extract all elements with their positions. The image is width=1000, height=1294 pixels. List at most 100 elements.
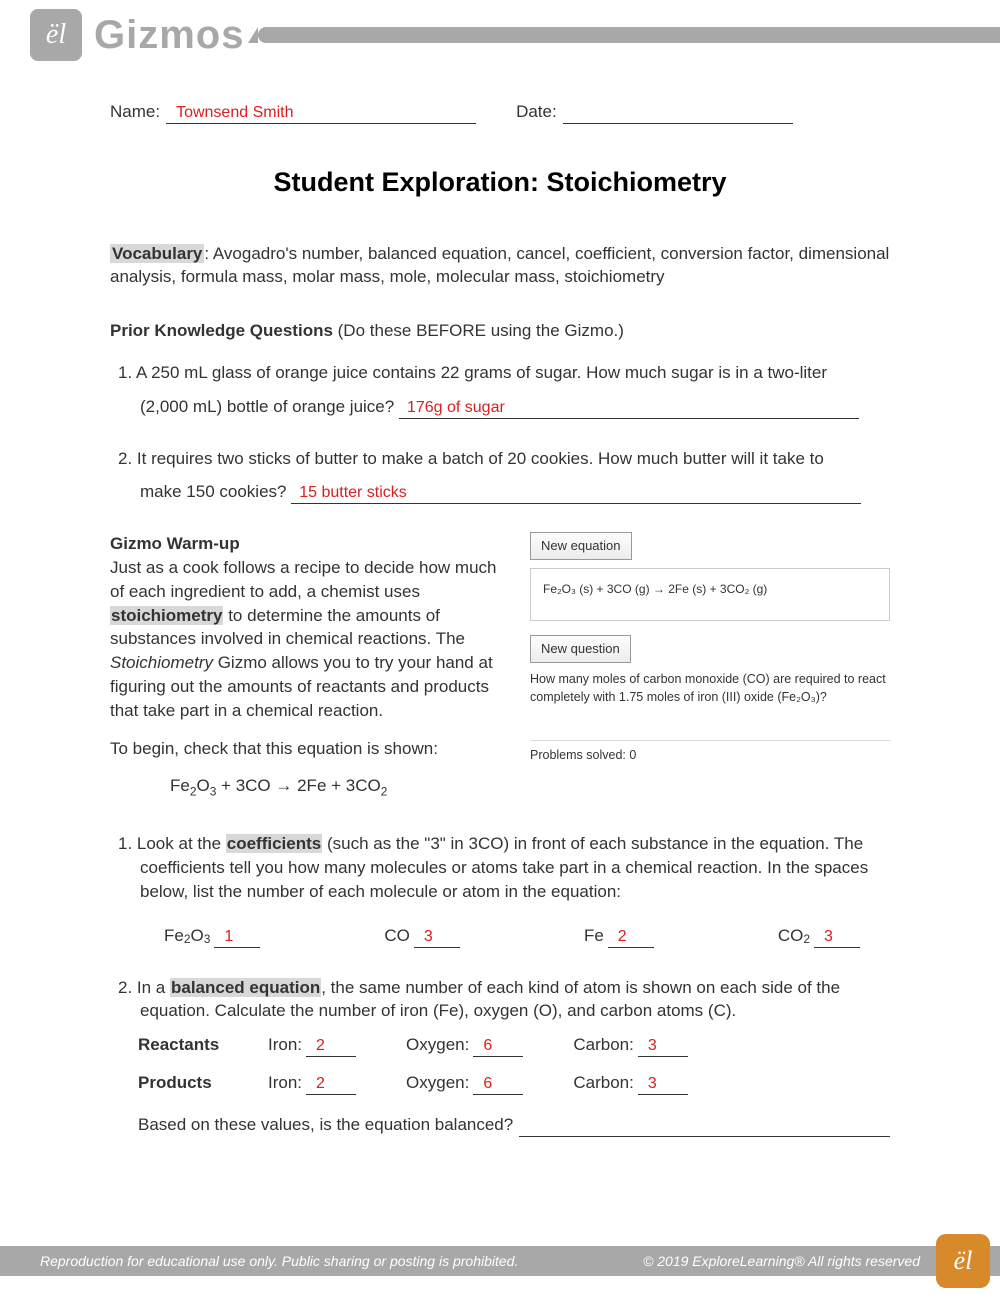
carbon-label: Carbon: xyxy=(573,1033,633,1057)
header-rule xyxy=(258,27,1000,43)
iron-label-2: Iron: xyxy=(268,1071,302,1095)
prior-knowledge-header: Prior Knowledge Questions (Do these BEFO… xyxy=(110,319,890,343)
vocab-label: Vocabulary xyxy=(110,244,204,263)
products-iron: Iron: 2 xyxy=(268,1071,356,1095)
oxygen-label: Oxygen: xyxy=(406,1033,469,1057)
q1-line2: (2,000 mL) bottle of orange juice? 176g … xyxy=(114,395,890,419)
products-oxygen-line[interactable]: 6 xyxy=(473,1075,523,1095)
footer-right: © 2019 ExploreLearning® All rights reser… xyxy=(643,1253,920,1269)
iron-label: Iron: xyxy=(268,1033,302,1057)
footer-left: Reproduction for educational use only. P… xyxy=(40,1253,518,1269)
warmup-italic: Stoichiometry xyxy=(110,653,213,672)
warmup-section: Gizmo Warm-up Just as a cook follows a r… xyxy=(110,532,890,814)
q2-answer: 15 butter sticks xyxy=(299,482,407,504)
header-bar: ël Gizmos xyxy=(0,0,1000,70)
warmup-q1: 1. Look at the coefficients (such as the… xyxy=(110,832,890,947)
date-label: Date: xyxy=(516,100,557,124)
products-oxygen: Oxygen: 6 xyxy=(406,1071,523,1095)
question-1: 1. A 250 mL glass of orange juice contai… xyxy=(110,361,890,419)
question-2: 2. It requires two sticks of butter to m… xyxy=(110,447,890,505)
brand-name: Gizmos xyxy=(94,13,244,58)
reactants-iron-val: 2 xyxy=(316,1035,325,1057)
warmup-q2: 2. In a balanced equation, the same numb… xyxy=(110,976,890,1137)
coeff-fe: Fe2 xyxy=(584,924,654,948)
balanced-question: Based on these values, is the equation b… xyxy=(114,1113,890,1137)
gizmo-panel: New equation Fe₂O₃ (s) + 3CO (g) → 2Fe (… xyxy=(530,532,890,814)
q2-prefix: make 150 cookies? xyxy=(140,482,291,501)
coeff-fe2o3-line[interactable]: 1 xyxy=(214,928,260,948)
products-oxygen-val: 6 xyxy=(483,1073,492,1095)
reactants-iron-line[interactable]: 2 xyxy=(306,1037,356,1057)
coeff-fe-line[interactable]: 2 xyxy=(608,928,654,948)
date-input-line[interactable] xyxy=(563,104,793,124)
wq1-a: 1. Look at the xyxy=(118,834,226,853)
coeff-co: CO3 xyxy=(384,924,460,948)
q1-line1: 1. A 250 mL glass of orange juice contai… xyxy=(114,361,890,385)
products-iron-val: 2 xyxy=(316,1073,325,1095)
warmup-equation: Fe2O3 + 3CO → 2Fe + 3CO2 xyxy=(110,774,510,800)
products-carbon-line[interactable]: 3 xyxy=(638,1075,688,1095)
warmup-p2: To begin, check that this equation is sh… xyxy=(110,737,510,761)
reactants-oxygen: Oxygen: 6 xyxy=(406,1033,523,1057)
panel-question-text: How many moles of carbon monoxide (CO) a… xyxy=(530,671,890,706)
reactants-oxygen-val: 6 xyxy=(483,1035,492,1057)
name-input-line[interactable]: Townsend Smith xyxy=(166,104,476,124)
new-question-button[interactable]: New question xyxy=(530,635,631,663)
prior-suffix: (Do these BEFORE using the Gizmo.) xyxy=(333,321,624,340)
wq2-hl: balanced equation xyxy=(170,978,321,997)
coeff-co2-line[interactable]: 3 xyxy=(814,928,860,948)
footer-logo-icon: ël xyxy=(936,1234,990,1288)
vocab-text: : Avogadro's number, balanced equation, … xyxy=(110,244,889,287)
footer-bar: Reproduction for educational use only. P… xyxy=(0,1246,1000,1276)
wq1-hl: coefficients xyxy=(226,834,322,853)
products-iron-line[interactable]: 2 xyxy=(306,1075,356,1095)
q1-prefix: (2,000 mL) bottle of orange juice? xyxy=(140,397,399,416)
prior-label: Prior Knowledge Questions xyxy=(110,321,333,340)
q2-line2: make 150 cookies? 15 butter sticks xyxy=(114,480,890,504)
logo-icon: ël xyxy=(30,9,82,61)
q2-line1: 2. It requires two sticks of butter to m… xyxy=(114,447,890,471)
vocabulary-block: Vocabulary: Avogadro's number, balanced … xyxy=(110,242,890,290)
reactants-carbon: Carbon: 3 xyxy=(573,1033,687,1057)
coeff-fe2o3: Fe2O31 xyxy=(164,924,260,948)
reactants-iron: Iron: 2 xyxy=(268,1033,356,1057)
worksheet-page: Name: Townsend Smith Date: Student Explo… xyxy=(0,70,1000,1185)
reactants-label: Reactants xyxy=(138,1033,268,1057)
problems-solved: Problems solved: 0 xyxy=(530,740,890,765)
new-equation-button[interactable]: New equation xyxy=(530,532,632,560)
warmup-text: Gizmo Warm-up Just as a cook follows a r… xyxy=(110,532,510,814)
products-carbon-val: 3 xyxy=(648,1073,657,1095)
products-carbon: Carbon: 3 xyxy=(573,1071,687,1095)
coeff-co2-val: 3 xyxy=(824,926,833,948)
page-title: Student Exploration: Stoichiometry xyxy=(110,164,890,202)
name-date-row: Name: Townsend Smith Date: xyxy=(110,100,890,124)
coeff-co2: CO23 xyxy=(778,924,860,948)
coeff-fe2o3-val: 1 xyxy=(224,926,233,948)
coeff-co-val: 3 xyxy=(424,926,433,948)
name-label: Name: xyxy=(110,100,160,124)
wq2-a: 2. In a xyxy=(118,978,170,997)
carbon-label-2: Carbon: xyxy=(573,1071,633,1095)
oxygen-label-2: Oxygen: xyxy=(406,1071,469,1095)
coeff-co-line[interactable]: 3 xyxy=(414,928,460,948)
reactants-carbon-line[interactable]: 3 xyxy=(638,1037,688,1057)
warmup-hl: stoichiometry xyxy=(110,606,223,625)
balanced-answer-line[interactable] xyxy=(519,1117,890,1137)
name-field: Name: Townsend Smith xyxy=(110,100,476,124)
coefficients-row: Fe2O31 CO3 Fe2 CO23 xyxy=(114,914,890,948)
date-field: Date: xyxy=(516,100,793,124)
q1-answer: 176g of sugar xyxy=(407,397,505,419)
name-value: Townsend Smith xyxy=(176,102,293,124)
reactants-carbon-val: 3 xyxy=(648,1035,657,1057)
balanced-q-text: Based on these values, is the equation b… xyxy=(138,1113,513,1137)
q2-answer-line[interactable]: 15 butter sticks xyxy=(291,484,861,504)
warmup-p1a: Just as a cook follows a recipe to decid… xyxy=(110,558,496,601)
reactants-oxygen-line[interactable]: 6 xyxy=(473,1037,523,1057)
panel-equation: Fe₂O₃ (s) + 3CO (g) → 2Fe (s) + 3CO₂ (g) xyxy=(530,568,890,621)
q1-answer-line[interactable]: 176g of sugar xyxy=(399,399,859,419)
wq1-text: 1. Look at the coefficients (such as the… xyxy=(114,832,890,903)
wq2-text: 2. In a balanced equation, the same numb… xyxy=(114,976,890,1024)
warmup-title: Gizmo Warm-up xyxy=(110,534,240,553)
products-row: Products Iron: 2 Oxygen: 6 Carbon: 3 xyxy=(114,1071,890,1095)
products-label: Products xyxy=(138,1071,268,1095)
